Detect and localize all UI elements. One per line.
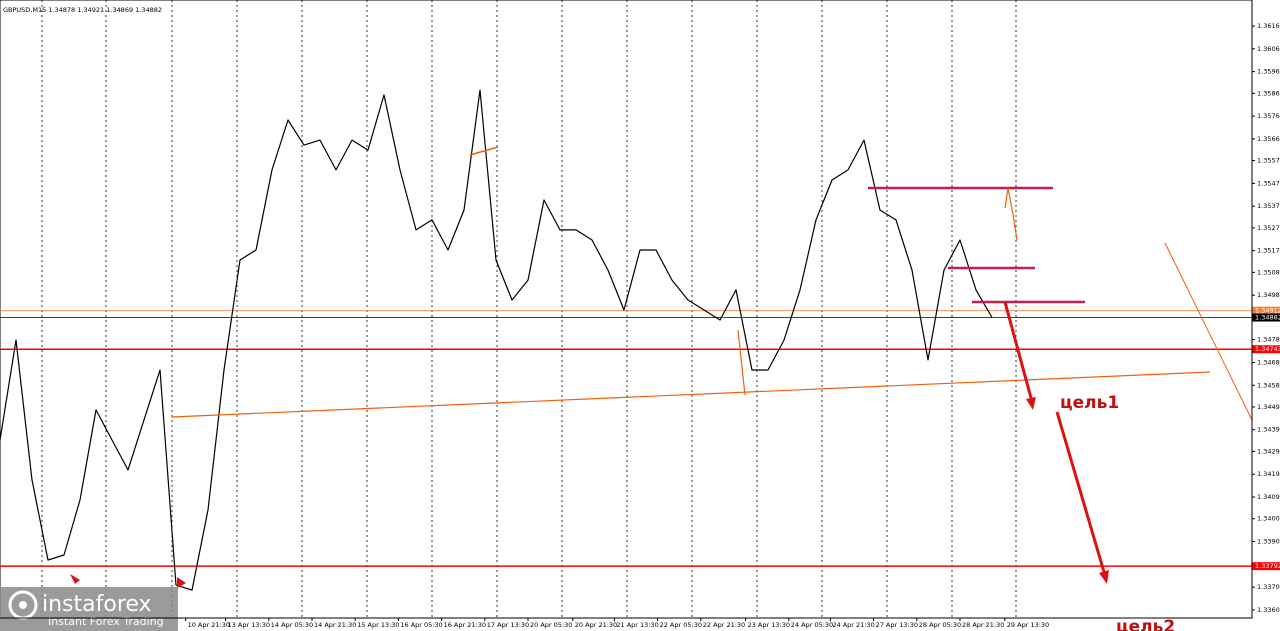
x-tick-label: 16 Apr 05:30: [400, 621, 442, 629]
y-tick-label: 1.35865: [1257, 89, 1280, 97]
logo-tagline: Instant Forex Trading: [48, 615, 164, 628]
y-tick-label: 1.34980: [1257, 291, 1280, 299]
arrow-shaft: [1055, 411, 1106, 573]
y-tick-label: 1.34685: [1257, 358, 1280, 366]
y-tick-label: 1.35080: [1257, 268, 1280, 276]
price-label-box: [1252, 306, 1280, 315]
price-line-layer: [0, 89, 993, 591]
y-tick-label: 1.34295: [1257, 447, 1280, 455]
y-tick-label: 1.35765: [1257, 112, 1280, 120]
x-tick-label: 17 Apr 13:30: [487, 621, 529, 629]
day-separators: [41, 0, 1017, 618]
price-label: 1.34743: [1255, 345, 1280, 353]
y-tick-label: 1.35370: [1257, 202, 1280, 210]
y-tick-label: 1.34095: [1257, 493, 1280, 501]
logo: instaforex Instant Forex Trading: [0, 587, 178, 631]
chart-title: GBPUSD,M15 1.34878 1.34921 1.34869 1.348…: [3, 6, 162, 14]
trend-line: [171, 371, 1211, 418]
price-label-box: [1252, 562, 1280, 571]
x-tick-label: 24 Apr 05:30: [791, 621, 833, 629]
price-label: 1.34912: [1255, 307, 1280, 315]
arrow-head: [1026, 397, 1036, 410]
y-tick-label: 1.33700: [1257, 583, 1280, 591]
y-tick-label: 1.36160: [1257, 22, 1280, 30]
price-label-box: [1252, 345, 1280, 354]
y-tick-label: 1.33900: [1257, 538, 1280, 546]
y-tick-label: 1.35175: [1257, 247, 1280, 255]
y-tick-label: 1.34390: [1257, 426, 1280, 434]
x-tick-label: 14 Apr 21:30: [314, 621, 356, 629]
y-tick-label: 1.35275: [1257, 224, 1280, 232]
zigzag: [1004, 187, 1018, 241]
y-tick-label: 1.34195: [1257, 470, 1280, 478]
price-label: 1.34882: [1255, 314, 1280, 322]
x-tick-label: 28 Apr 05:30: [919, 621, 961, 629]
annotation: цель1: [1060, 393, 1119, 413]
x-tick-label: 22 Apr 05:30: [660, 621, 702, 629]
y-tick-label: 1.35470: [1257, 179, 1280, 187]
trend-line: [469, 146, 499, 156]
x-tick-label: 29 Apr 13:30: [1007, 621, 1049, 629]
x-tick-label: 15 Apr 13:30: [357, 621, 399, 629]
plot-frame: [0, 0, 1253, 619]
marker-arrow: [70, 574, 80, 584]
x-tick-label: 14 Apr 05:30: [271, 621, 313, 629]
x-tick-label: 20 Apr 21:30: [575, 621, 617, 629]
x-tick-label: 24 Apr 21:30: [832, 621, 874, 629]
annotation: цель2: [1116, 617, 1175, 631]
price-label-box: [1252, 313, 1280, 322]
x-tick-label: 22 Apr 21:30: [703, 621, 745, 629]
price-line: [0, 89, 993, 591]
x-tick-label: 20 Apr 05:30: [530, 621, 572, 629]
logo-name: instaforex: [42, 592, 152, 617]
y-tick-label: 1.34000: [1257, 515, 1280, 523]
trend-line: [1164, 242, 1253, 421]
x-tick-label: 23 Apr 13:30: [748, 621, 790, 629]
arrow-head: [1099, 570, 1109, 584]
y-tick-label: 1.34490: [1257, 403, 1280, 411]
y-tick-label: 1.35960: [1257, 68, 1280, 76]
marker-arrow: [177, 577, 186, 588]
x-tick-label: 10 Apr 21:30: [188, 621, 230, 629]
x-tick-label: 28 Apr 21:30: [962, 621, 1004, 629]
x-tick-label: 13 Apr 13:30: [228, 621, 270, 629]
x-tick-label: 21 Apr 13:30: [616, 621, 658, 629]
drawings: [70, 146, 1253, 588]
y-tick-label: 1.36060: [1257, 45, 1280, 53]
x-tick-label: 27 Apr 13:30: [876, 621, 918, 629]
logo-icon: [19, 601, 27, 609]
y-tick-label: 1.34785: [1257, 336, 1280, 344]
y-tick-label: 1.35570: [1257, 157, 1280, 165]
y-tick-label: 1.35665: [1257, 135, 1280, 143]
x-tick-label: 16 Apr 21:30: [444, 621, 486, 629]
y-tick-label: 1.33600: [1257, 606, 1280, 614]
price-label: 1.33792: [1255, 562, 1280, 570]
y-tick-label: 1.34585: [1257, 381, 1280, 389]
arrow-shaft: [1003, 301, 1033, 399]
trend-line: [737, 329, 746, 396]
